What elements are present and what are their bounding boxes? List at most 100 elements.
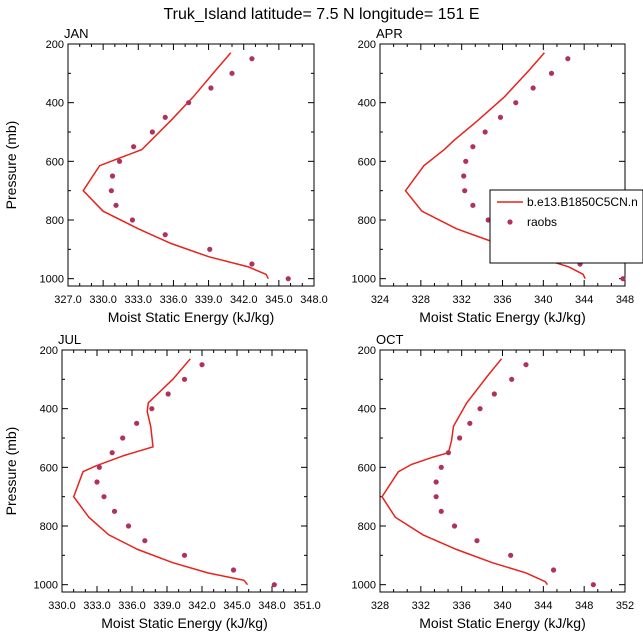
obs-point xyxy=(285,276,291,282)
obs-point xyxy=(165,391,171,397)
y-tick-label: 1000 xyxy=(34,580,58,592)
obs-point xyxy=(482,129,488,135)
obs-point xyxy=(181,552,188,558)
obs-point xyxy=(565,56,571,62)
legend-obs-label: raobs xyxy=(527,215,557,229)
model-profile-line xyxy=(82,52,269,280)
panel-title: OCT xyxy=(376,332,404,347)
x-tick-label: 339.0 xyxy=(195,294,223,306)
obs-point xyxy=(162,114,168,120)
plot-frame xyxy=(61,349,308,593)
x-tick-label: 344 xyxy=(575,294,593,306)
x-tick-label: 336.0 xyxy=(160,294,188,306)
y-tick-label: 800 xyxy=(40,521,58,533)
y-tick-label: 800 xyxy=(358,521,376,533)
obs-point xyxy=(199,362,205,368)
x-tick-label: 340 xyxy=(534,294,552,306)
panels-container: JAN 200 400 600 800 1000 327.0 330.0 333.0 336.0 3… xyxy=(3,26,634,631)
obs-point xyxy=(142,538,148,544)
x-tick-label: 328 xyxy=(371,600,389,612)
obs-point xyxy=(162,232,168,238)
x-tick-label: 330.0 xyxy=(48,600,76,612)
x-tick-label: 324 xyxy=(371,294,389,306)
x-tick-label: 339.0 xyxy=(153,600,181,612)
obs-point xyxy=(433,494,439,500)
obs-point xyxy=(101,494,107,500)
legend-model-label: b.e13.B1850C5CN.n xyxy=(527,195,638,209)
y-tick-label: 400 xyxy=(358,98,376,110)
x-tick-label: 332 xyxy=(452,294,470,306)
y-axis-label: Pressure (mb) xyxy=(3,121,19,210)
obs-point xyxy=(96,464,102,470)
obs-point xyxy=(134,420,140,426)
x-tick-label: 333.0 xyxy=(125,294,153,306)
x-tick-label: 348 xyxy=(616,294,634,306)
legend-obs-marker xyxy=(507,219,513,225)
x-tick-label: 328 xyxy=(412,294,430,306)
x-tick-label: 348.0 xyxy=(258,600,286,612)
obs-point xyxy=(149,406,155,412)
x-tick-label: 336 xyxy=(493,294,511,306)
obs-point xyxy=(509,376,515,382)
obs-point xyxy=(438,508,444,514)
y-tick-label: 400 xyxy=(358,404,376,416)
x-tick-label: 344 xyxy=(534,600,552,612)
obs-point xyxy=(230,567,237,573)
obs-point xyxy=(208,85,214,91)
y-tick-label: 600 xyxy=(358,156,376,168)
x-tick-label: 330.0 xyxy=(89,294,117,306)
x-tick-label: 332 xyxy=(412,600,430,612)
y-tick-label: 200 xyxy=(358,39,376,51)
y-tick-label: 1000 xyxy=(40,274,64,286)
plot-frame xyxy=(67,43,315,287)
plot-frame xyxy=(379,349,626,593)
y-tick-label: 1000 xyxy=(352,274,376,286)
y-tick-label: 1000 xyxy=(352,580,376,592)
obs-point xyxy=(94,479,100,485)
panel-title: JAN xyxy=(64,26,89,41)
y-tick-label: 200 xyxy=(358,345,376,357)
obs-point xyxy=(451,523,458,529)
obs-point xyxy=(474,538,480,544)
obs-point xyxy=(116,158,123,164)
y-tick-label: 600 xyxy=(40,462,58,474)
obs-point xyxy=(120,435,126,441)
obs-point xyxy=(470,144,476,150)
obs-point xyxy=(125,523,132,529)
obs-point xyxy=(438,464,444,470)
obs-point xyxy=(186,100,192,106)
obs-point xyxy=(508,552,514,558)
obs-point xyxy=(463,158,469,164)
y-tick-label: 800 xyxy=(358,215,376,227)
obs-point xyxy=(271,582,277,588)
model-profile-line xyxy=(72,358,249,586)
x-tick-label: 333.0 xyxy=(83,600,111,612)
x-tick-label: 327.0 xyxy=(54,294,82,306)
obs-point xyxy=(113,202,119,208)
x-axis-label: Moist Static Energy (kJ/kg) xyxy=(108,309,275,325)
obs-point xyxy=(149,129,155,135)
obs-point xyxy=(467,420,473,426)
x-tick-label: 351.0 xyxy=(293,600,321,612)
obs-point xyxy=(461,173,467,179)
x-tick-label: 340 xyxy=(493,600,511,612)
obs-point xyxy=(109,450,115,456)
obs-point xyxy=(590,582,596,588)
y-tick-label: 200 xyxy=(40,345,58,357)
obs-point xyxy=(229,70,235,76)
x-tick-label: 345.0 xyxy=(265,294,293,306)
x-axis-label: Moist Static Energy (kJ/kg) xyxy=(419,615,586,631)
obs-point xyxy=(445,450,451,456)
model-profile-line xyxy=(381,358,549,586)
obs-point xyxy=(249,261,255,267)
x-tick-label: 342.0 xyxy=(230,294,258,306)
x-axis-label: Moist Static Energy (kJ/kg) xyxy=(419,309,586,325)
obs-point xyxy=(550,567,557,573)
panel-title: APR xyxy=(376,26,403,41)
obs-point xyxy=(457,435,463,441)
obs-point xyxy=(207,246,213,252)
x-tick-label: 348 xyxy=(575,600,593,612)
obs-point xyxy=(109,173,116,179)
